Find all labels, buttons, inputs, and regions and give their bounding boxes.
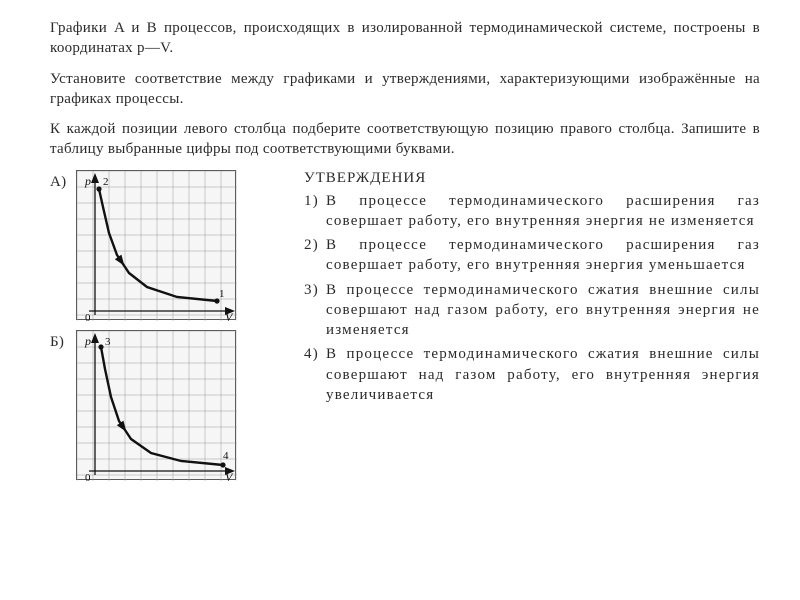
statement-4-text: В процессе термодинамического сжатия вне… — [326, 344, 760, 405]
graph-b-curve — [101, 347, 223, 465]
graph-b-label: Б) — [50, 330, 76, 351]
statement-2-number: 2) — [304, 235, 326, 276]
graph-a-svg: p 2 1 V 0 — [77, 171, 237, 321]
intro-paragraph-1: Графики A и B процессов, происходящих в … — [50, 18, 760, 59]
statement-4: 4) В процессе термодинамического сжатия … — [304, 344, 760, 405]
intro-paragraph-3: К каждой позиции левого столбца подберит… — [50, 119, 760, 160]
page: Графики A и B процессов, происходящих в … — [0, 0, 800, 500]
graph-a-origin-label: 0 — [85, 312, 91, 321]
statement-3-number: 3) — [304, 280, 326, 341]
graph-a-block: А) — [50, 170, 270, 320]
graph-a-start-point — [96, 186, 101, 191]
statements-title: УТВЕРЖДЕНИЯ — [304, 170, 760, 187]
statement-2-text: В процессе термодинамического расширения… — [326, 235, 760, 276]
intro-paragraph-2: Установите соответствие между графиками … — [50, 69, 760, 110]
graph-a-y-arrow-icon — [91, 173, 99, 183]
graph-a-end-label: 1 — [219, 288, 225, 300]
statements-column: УТВЕРЖДЕНИЯ 1) В процессе термодинамичес… — [270, 170, 760, 490]
graph-b-end-label: 4 — [223, 450, 229, 462]
statement-1: 1) В процессе термодинамического расшире… — [304, 191, 760, 232]
graph-b-block: Б) p 3 4 V — [50, 330, 270, 480]
graph-b-end-point — [220, 462, 225, 467]
graph-b-start-point — [98, 344, 103, 349]
graph-a-label: А) — [50, 170, 76, 191]
lower-section: А) — [50, 170, 760, 490]
statement-2: 2) В процессе термодинамического расшире… — [304, 235, 760, 276]
graph-b: p 3 4 V 0 — [76, 330, 236, 480]
graph-a: p 2 1 V 0 — [76, 170, 236, 320]
statement-1-text: В процессе термодинамического расширения… — [326, 191, 760, 232]
graph-b-y-arrow-icon — [91, 333, 99, 343]
graph-a-start-label: 2 — [103, 176, 109, 188]
graphs-column: А) — [50, 170, 270, 490]
graph-b-svg: p 3 4 V 0 — [77, 331, 237, 481]
graph-a-y-label: p — [84, 174, 91, 188]
statement-3-text: В процессе термодинамического сжатия вне… — [326, 280, 760, 341]
graph-b-origin-label: 0 — [85, 472, 91, 481]
statement-1-number: 1) — [304, 191, 326, 232]
statement-3: 3) В процессе термодинамического сжатия … — [304, 280, 760, 341]
graph-a-curve — [99, 189, 217, 301]
statement-4-number: 4) — [304, 344, 326, 405]
graph-b-y-label: p — [84, 334, 91, 348]
graph-b-start-label: 3 — [105, 336, 111, 348]
